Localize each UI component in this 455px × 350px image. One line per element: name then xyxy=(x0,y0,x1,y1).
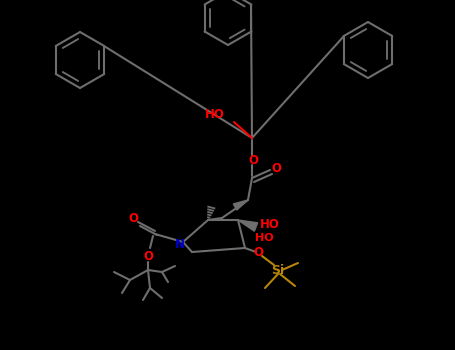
Text: O: O xyxy=(143,250,153,262)
Text: N: N xyxy=(175,238,185,251)
Text: HO: HO xyxy=(260,218,280,231)
Text: O: O xyxy=(248,154,258,167)
Text: O: O xyxy=(253,246,263,259)
Text: O: O xyxy=(271,161,281,175)
Text: HO: HO xyxy=(205,108,225,121)
Text: HO: HO xyxy=(255,233,273,243)
Text: Si: Si xyxy=(272,264,284,276)
Text: O: O xyxy=(128,212,138,225)
Polygon shape xyxy=(233,200,248,210)
Polygon shape xyxy=(238,220,258,231)
